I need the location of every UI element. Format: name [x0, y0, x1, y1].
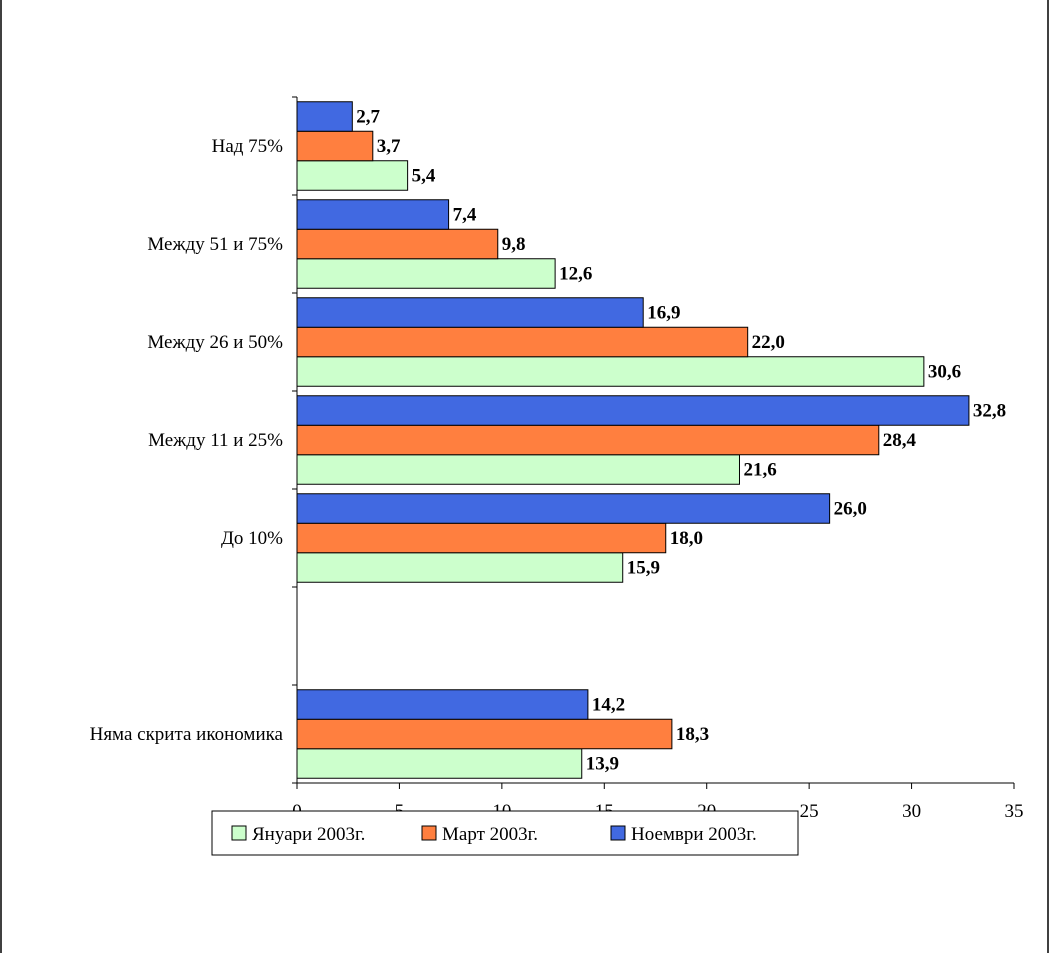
data-label: 22,0 — [752, 332, 785, 353]
bar — [296, 454, 740, 485]
data-label: 3,7 — [377, 136, 401, 157]
bar — [296, 493, 831, 524]
bar — [296, 424, 880, 456]
data-label: 14,2 — [592, 695, 625, 716]
category-label: Над 75% — [212, 136, 284, 157]
bar — [296, 258, 556, 289]
data-label: 9,8 — [502, 234, 526, 255]
bar — [296, 748, 583, 779]
bar — [296, 130, 374, 162]
x-tick-label: 35 — [1005, 801, 1024, 822]
category-label: Между 26 и 50% — [147, 332, 283, 353]
category-label: Между 51 и 75% — [147, 234, 283, 255]
bar — [296, 356, 925, 387]
legend-swatch — [231, 825, 247, 841]
legend-swatch — [421, 825, 437, 841]
bar — [296, 228, 499, 260]
data-label: 18,3 — [676, 724, 709, 745]
bar — [296, 101, 353, 132]
bar — [296, 160, 409, 191]
x-tick-label: 25 — [800, 801, 819, 822]
bar — [296, 522, 667, 554]
legend-swatch — [610, 825, 626, 841]
data-label: 15,9 — [627, 558, 660, 579]
data-label: 26,0 — [834, 499, 867, 520]
category-label: Няма скрита икономика — [90, 724, 284, 745]
bar — [296, 552, 624, 583]
data-label: 18,0 — [670, 528, 703, 549]
category-label: До 10% — [221, 528, 283, 549]
x-tick-label: 30 — [902, 801, 921, 822]
legend-box — [211, 810, 799, 856]
legend-label: Ноември 2003г. — [631, 824, 757, 845]
plot-area: 05101520253035Няма скрита икономика13,91… — [90, 96, 1024, 822]
bar — [296, 718, 673, 750]
data-label: 13,9 — [586, 754, 619, 775]
legend-label: Март 2003г. — [442, 824, 538, 845]
data-label: 32,8 — [973, 401, 1006, 422]
bar — [296, 297, 644, 328]
data-label: 28,4 — [883, 430, 917, 451]
legend-label: Януари 2003г. — [252, 824, 365, 845]
data-label: 5,4 — [412, 166, 436, 187]
bar — [296, 326, 749, 358]
bar — [296, 689, 589, 720]
bar — [296, 199, 450, 230]
bar — [296, 395, 970, 426]
category-label: Между 11 и 25% — [148, 430, 283, 451]
data-label: 16,9 — [647, 303, 680, 324]
data-label: 21,6 — [743, 460, 776, 481]
data-label: 2,7 — [356, 107, 380, 128]
data-label: 30,6 — [928, 362, 961, 383]
legend: Януари 2003г. Март 2003г. Ноември 2003г. — [211, 810, 799, 856]
data-label: 12,6 — [559, 264, 592, 285]
data-label: 7,4 — [453, 205, 477, 226]
